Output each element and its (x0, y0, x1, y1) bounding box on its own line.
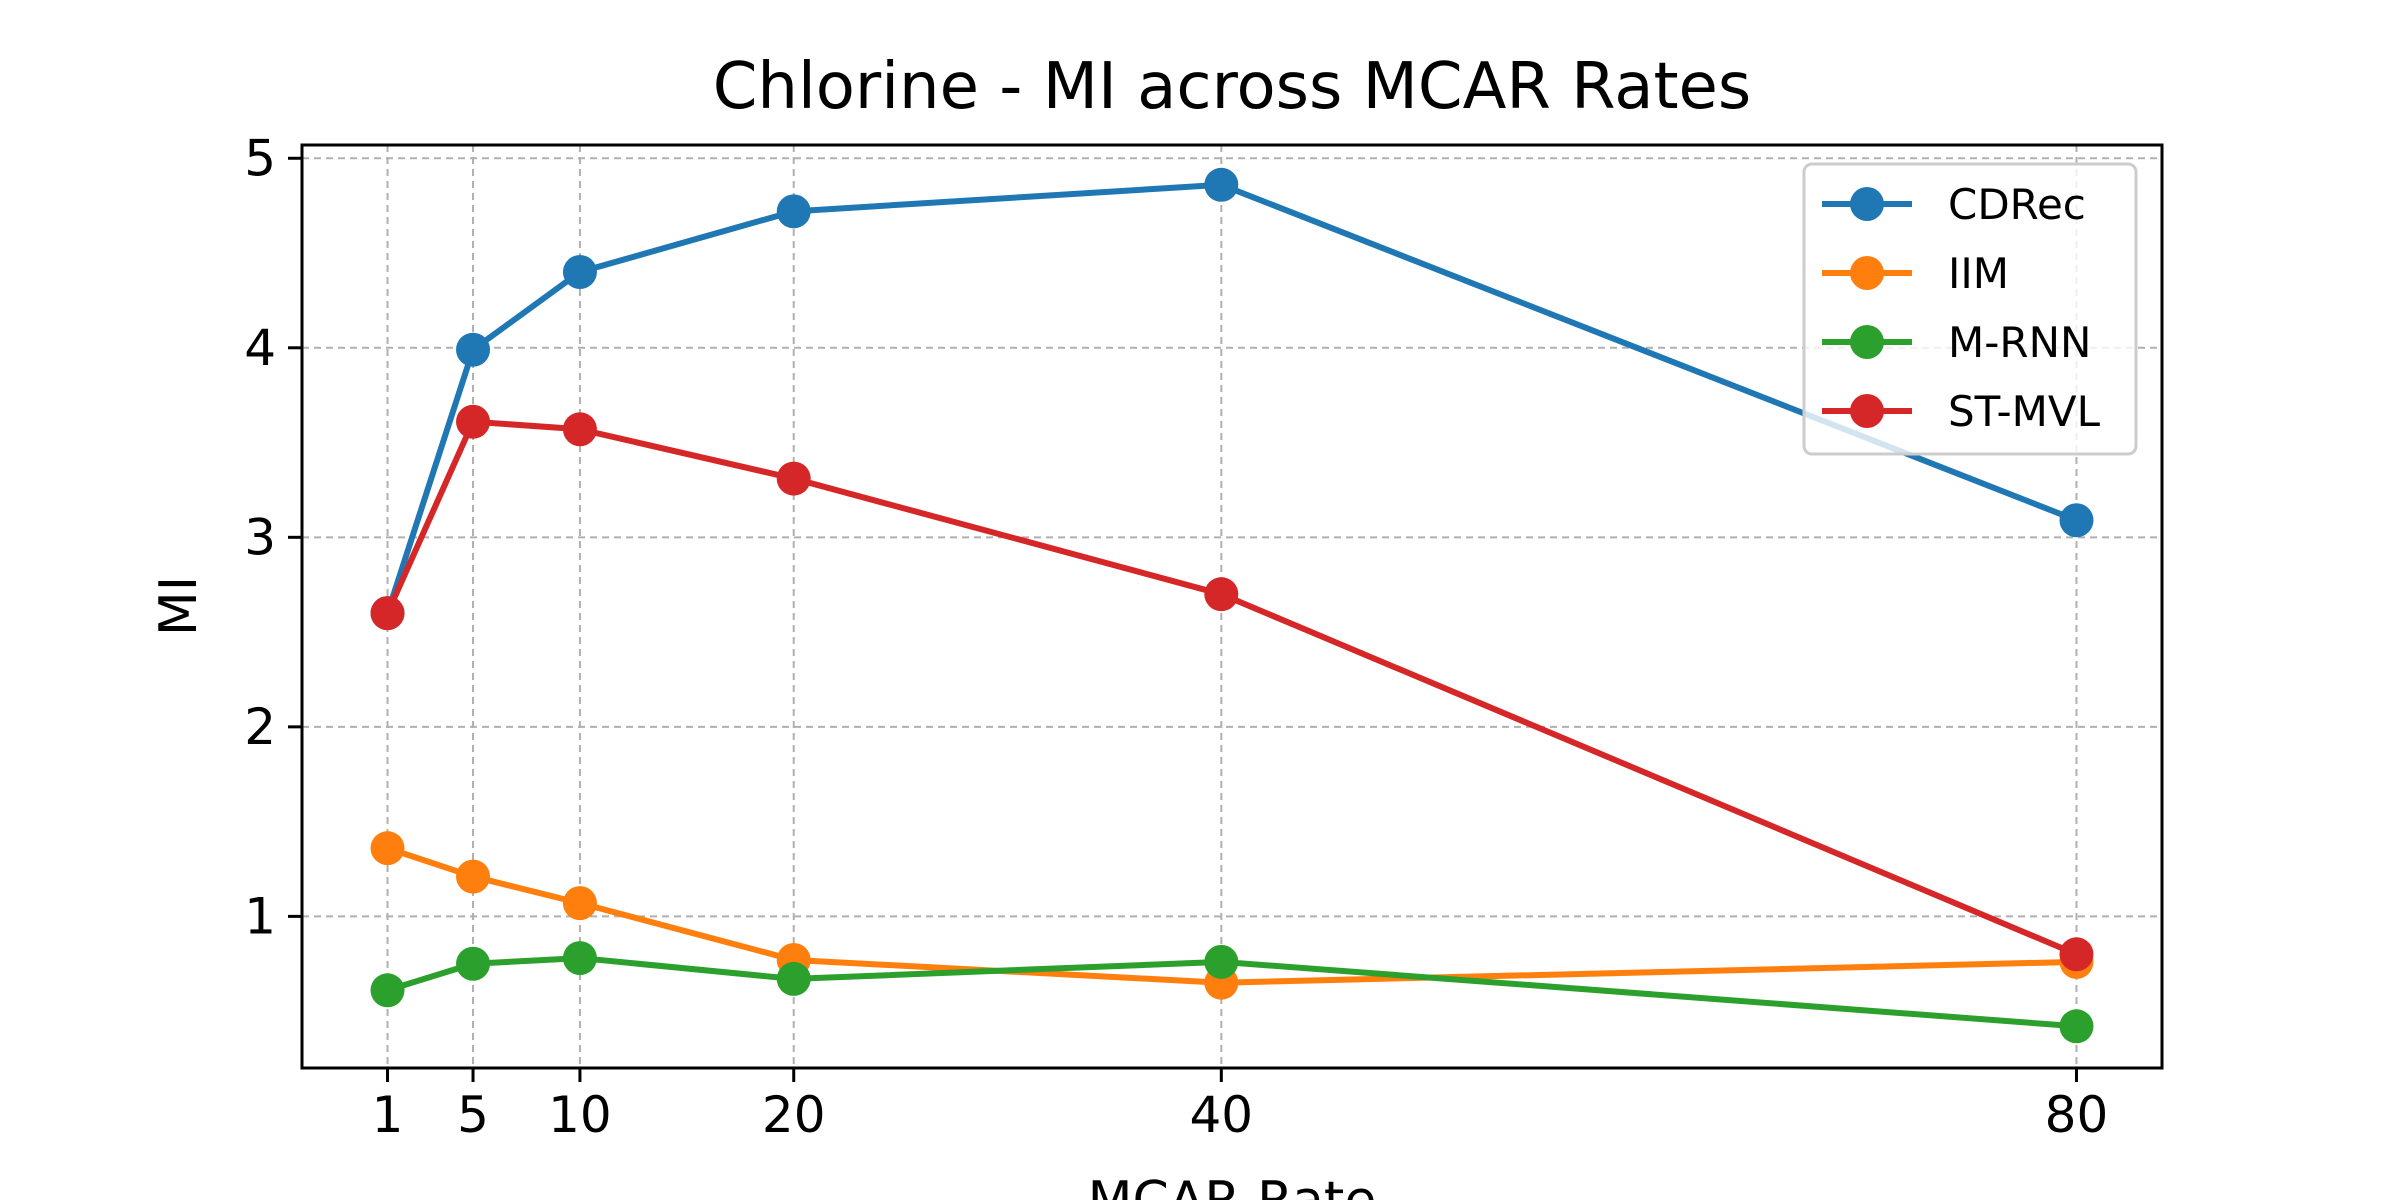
x-tick-label: 40 (1189, 1086, 1253, 1144)
data-point-st-mvl (370, 596, 405, 631)
x-tick-label: 80 (2045, 1086, 2109, 1144)
data-point-cdrec (776, 194, 811, 229)
legend-box (1802, 162, 2138, 456)
legend-label-st-mvl: ST-MVL (1948, 387, 2101, 436)
legend: CDRec IIM M-RNN ST-MVL (1802, 162, 2138, 456)
x-axis-title: MCAR Rate (1088, 1171, 1377, 1200)
y-axis: 1 2 3 4 5 (244, 129, 302, 945)
y-tick-label: 5 (244, 129, 276, 187)
data-point-cdrec (562, 254, 597, 289)
y-tick-label: 3 (244, 508, 276, 566)
data-point-iim (456, 859, 491, 894)
plot-frame (300, 143, 2164, 1070)
data-point-iim (562, 886, 597, 921)
data-point-st-mvl (1204, 577, 1239, 612)
data-point-m-rnn (776, 961, 811, 996)
x-tick-label: 1 (372, 1086, 404, 1144)
data-point-m-rnn (456, 946, 491, 981)
legend-swatch-marker-m-rnn (1850, 325, 1884, 359)
data-point-m-rnn (562, 941, 597, 976)
data-point-m-rnn (2059, 1009, 2094, 1044)
series-layer (370, 167, 2094, 1044)
data-point-st-mvl (562, 412, 597, 447)
data-point-cdrec (456, 332, 491, 367)
chart-title: Chlorine - MI across MCAR Rates (713, 50, 1752, 124)
x-axis: 1 5 10 20 40 80 (372, 1068, 2109, 1144)
y-tick-label: 4 (244, 319, 276, 377)
legend-label-cdrec: CDRec (1948, 180, 2086, 229)
x-tick-label: 5 (457, 1086, 489, 1144)
legend-label-m-rnn: M-RNN (1948, 318, 2091, 367)
data-point-st-mvl (2059, 937, 2094, 972)
legend-label-iim: IIM (1948, 249, 2009, 298)
x-tick-label: 10 (548, 1086, 612, 1144)
x-tick-label: 20 (762, 1086, 826, 1144)
series-line-cdrec (384, 181, 2078, 615)
data-point-st-mvl (776, 461, 811, 496)
data-point-cdrec (1204, 167, 1239, 202)
y-axis-title: MI (149, 576, 209, 636)
legend-swatch-marker-st-mvl (1850, 394, 1884, 428)
legend-swatch-marker-cdrec (1850, 187, 1884, 221)
y-tick-label: 2 (244, 698, 276, 756)
y-tick-label: 1 (244, 887, 276, 945)
data-point-st-mvl (456, 404, 491, 439)
series-line-st-mvl (384, 418, 2078, 958)
data-point-iim (370, 831, 405, 866)
data-point-m-rnn (1204, 944, 1239, 979)
legend-swatch-marker-iim (1850, 256, 1884, 290)
data-point-m-rnn (370, 973, 405, 1008)
data-point-cdrec (2059, 503, 2094, 538)
